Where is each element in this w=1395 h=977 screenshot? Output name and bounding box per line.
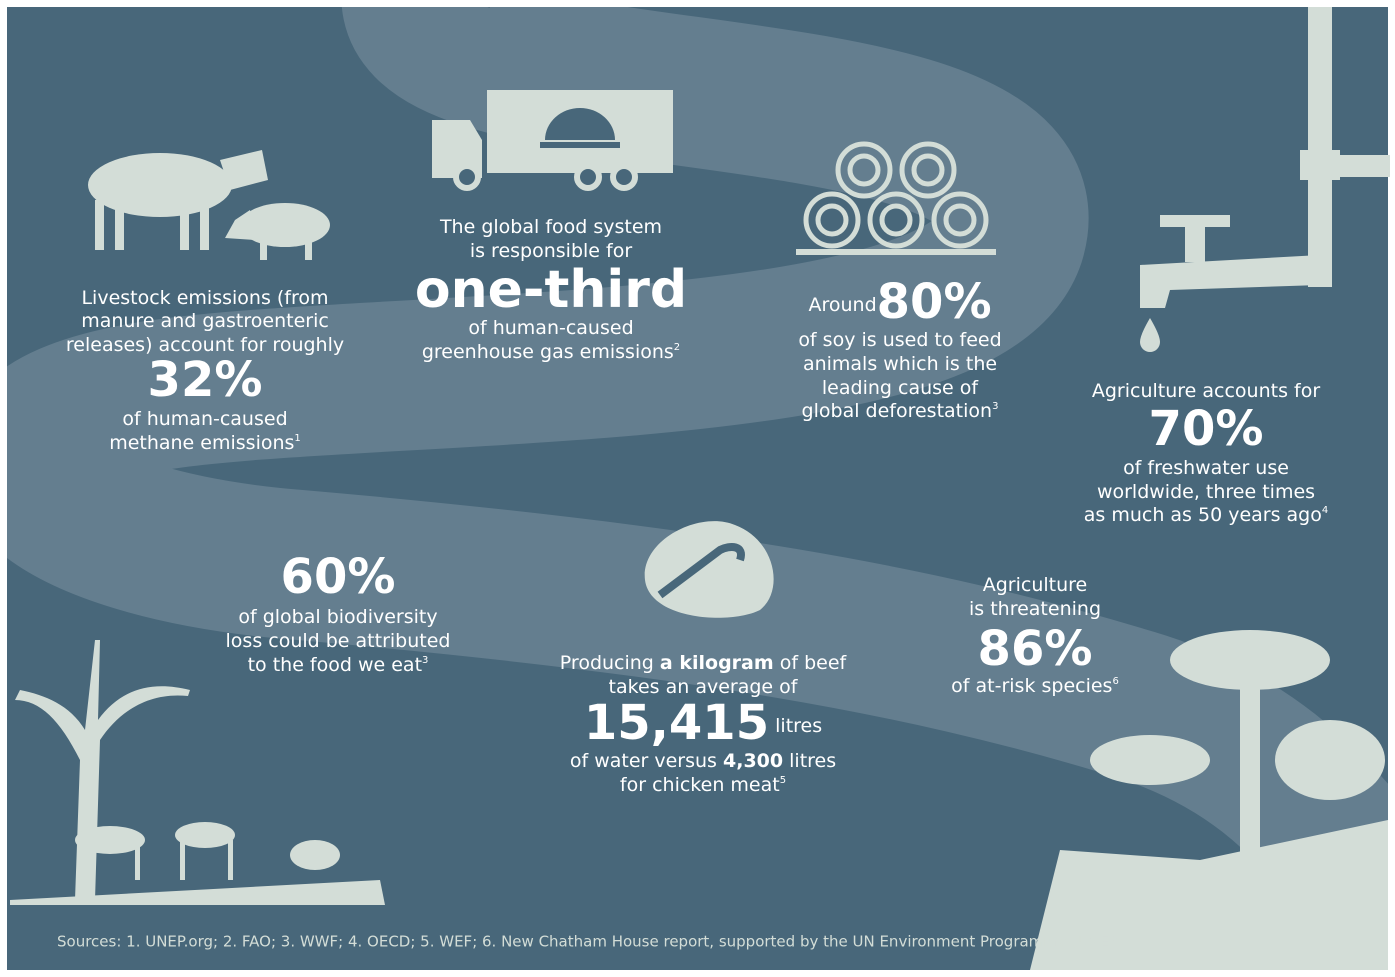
text-span: to the food we eat [248,654,422,676]
text-line: global deforestation3 [802,400,999,422]
text-span: Livestock emissions (from [81,287,328,309]
text-span: of soy is used to feed [798,329,1001,351]
text-line: of water versus 4,300 litres [570,750,836,772]
text-line: worldwide, three times [1097,481,1315,503]
text-span: litres [783,750,836,772]
text-span: The global food system [439,216,662,238]
text-line: as much as 50 years ago4 [1084,504,1329,526]
text-line: of human-caused [468,317,633,339]
text-line: 60% [281,549,396,605]
text-line: is responsible for [470,240,632,262]
stat-value: 80% [877,274,992,330]
text-span: litres [769,715,822,737]
text-span: is responsible for [470,240,632,262]
text-span: Agriculture [983,574,1088,596]
text-span: of human-caused [468,317,633,339]
text-span: of beef [774,652,848,674]
text-span: greenhouse gas emissions [422,341,674,363]
text-span: of global biodiversity [238,606,437,628]
text-line: to the food we eat3 [248,654,429,676]
text-line: Producing a kilogram of beef [560,652,848,674]
stat-value: 4,300 [723,750,783,772]
stat-value: 32% [148,352,263,408]
text-line: one-third [415,260,687,320]
text-span: global deforestation [802,400,993,422]
text-line: greenhouse gas emissions2 [422,341,680,363]
text-line: The global food system [439,216,662,238]
text-span: is threatening [969,598,1101,620]
text-line: of soy is used to feed [798,329,1001,351]
stat-value: 15,415 [584,695,769,751]
text-line: of at-risk species6 [951,675,1119,697]
footnote-mark: 5 [780,775,786,786]
text-line: animals which is the [803,353,997,375]
text-span: as much as 50 years ago [1084,504,1322,526]
text-line: for chicken meat5 [620,774,786,796]
text-span: methane emissions [109,432,294,454]
text-line: 86% [978,621,1093,677]
footnote-mark: 2 [674,342,680,353]
text-span: of at-risk species [951,675,1112,697]
footnote-mark: 3 [992,401,998,412]
footnote-mark: 6 [1112,676,1118,687]
text-span: worldwide, three times [1097,481,1315,503]
text-span: loss could be attributed [226,630,451,652]
text-line: Livestock emissions (from [81,287,328,309]
stat-value: 70% [1149,401,1264,457]
text-line: Agriculture accounts for [1092,380,1320,402]
footnote-mark: 4 [1322,505,1328,516]
text-line: leading cause of [822,377,979,399]
stat-value: 86% [978,621,1093,677]
text-span: Agriculture accounts for [1092,380,1320,402]
text-span: animals which is the [803,353,997,375]
text-span: leading cause of [822,377,979,399]
stat-value: a kilogram [660,652,774,674]
text-span: of freshwater use [1123,457,1289,479]
footnote-mark: 3 [422,655,428,666]
text-span: manure and gastroenteric [81,310,329,332]
text-span: for chicken meat [620,774,780,796]
text-line: 32% [148,352,263,408]
text-line: 70% [1149,401,1264,457]
text-line: manure and gastroenteric [81,310,329,332]
sources: Sources: 1. UNEP.org; 2. FAO; 3. WWF; 4.… [57,933,1124,951]
infographic: Livestock emissions (frommanure and gast… [0,0,1395,977]
stat-value: one-third [415,260,687,320]
text-line: Agriculture [983,574,1088,596]
text-line: of global biodiversity [238,606,437,628]
text-line: is threatening [969,598,1101,620]
text-span: Around [808,294,876,316]
footnote-mark: 1 [294,433,300,444]
text-span: of human-caused [122,408,287,430]
text-line: of freshwater use [1123,457,1289,479]
text-line: loss could be attributed [226,630,451,652]
text-span: of water versus [570,750,723,772]
text-span: Producing [560,652,660,674]
stat-value: 60% [281,549,396,605]
text-line: of human-caused [122,408,287,430]
text-line: methane emissions1 [109,432,301,454]
